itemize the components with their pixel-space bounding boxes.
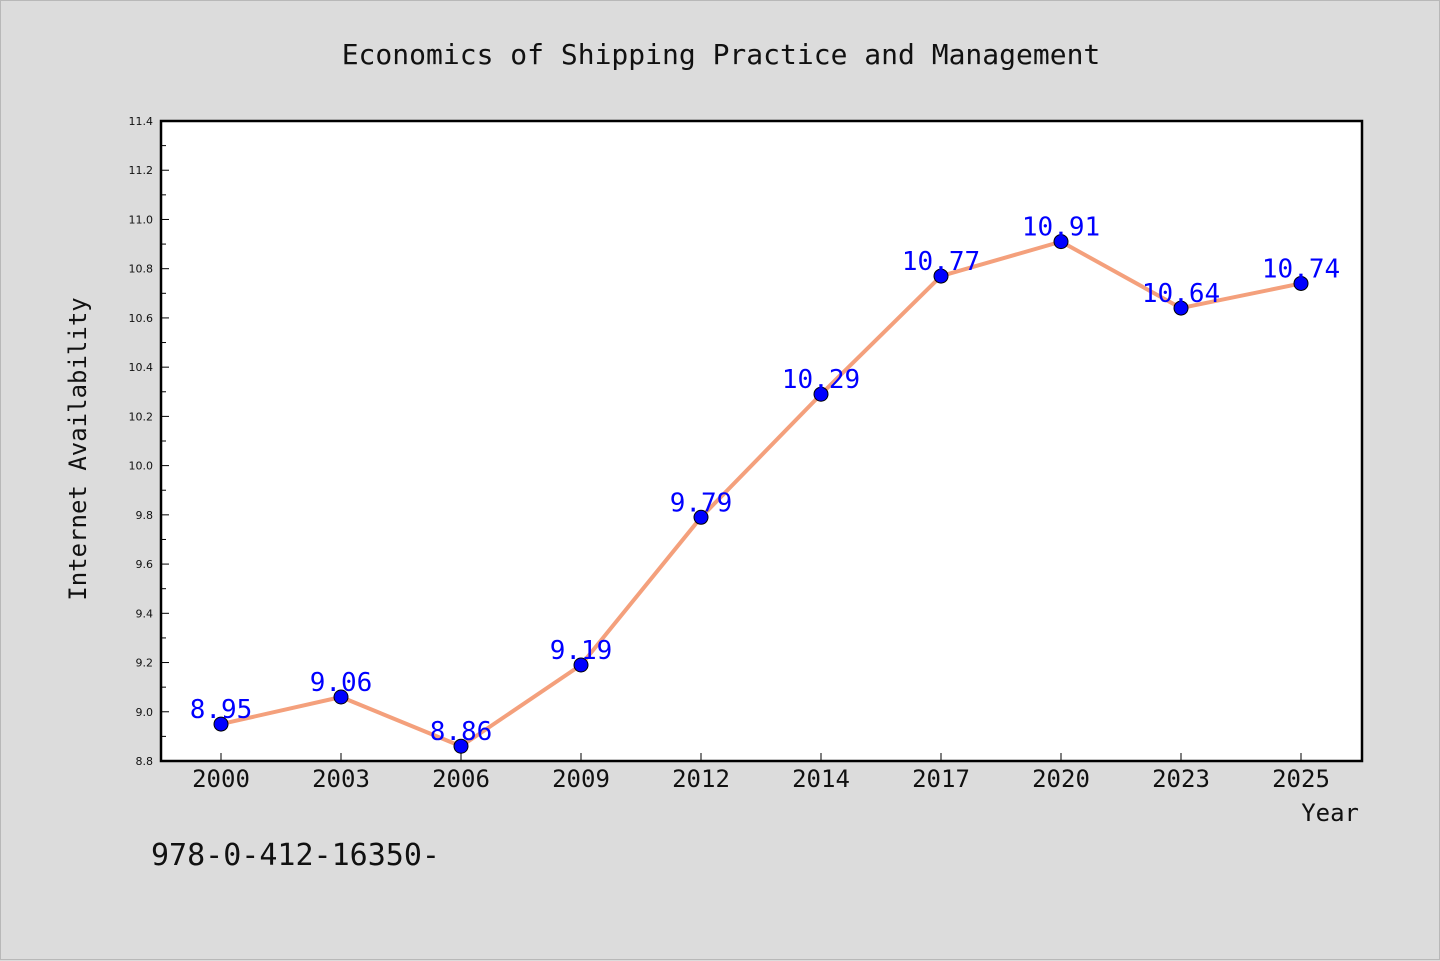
y-axis-label: Internet Availability: [64, 297, 92, 600]
y-tick-label: 10.4: [129, 361, 154, 374]
data-label: 8.95: [190, 695, 253, 725]
x-tick-label: 2023: [1152, 765, 1210, 793]
y-tick-label: 10.0: [129, 460, 154, 473]
x-axis-label: Year: [1301, 799, 1359, 827]
data-point: [1053, 234, 1069, 250]
data-label: 9.06: [310, 668, 373, 698]
y-tick-label: 9.8: [136, 509, 154, 522]
footer-text: 978-0-412-16350-: [151, 838, 440, 873]
x-tick-label: 2000: [192, 765, 250, 793]
data-point: [1293, 275, 1309, 291]
data-label: 10.64: [1142, 279, 1220, 309]
series-group: 8.95 9.06 8.86 9.19 9.79 10.29 10.77 10.91 10.64…: [190, 213, 1340, 754]
x-tick-label: 2009: [552, 765, 610, 793]
y-tick-label: 11.0: [129, 213, 154, 226]
data-point: [453, 738, 469, 754]
y-tick-label: 10.2: [129, 410, 154, 423]
y-tick-label: 11.2: [129, 164, 154, 177]
plot-area: [159, 119, 1364, 763]
y-tick-label: 10.6: [129, 312, 154, 325]
data-label: 10.29: [782, 365, 860, 395]
x-axis: 2000 2003 2006 2009 2012 2014 2017 2020 2023 2025: [192, 753, 1330, 793]
data-label: 8.86: [430, 717, 493, 747]
series-line: [219, 239, 1303, 749]
y-tick-label: 9.6: [136, 558, 154, 571]
x-tick-label: 2014: [792, 765, 850, 793]
x-tick-label: 2025: [1272, 765, 1330, 793]
x-tick-label: 2017: [912, 765, 970, 793]
data-label: 9.79: [670, 488, 733, 518]
y-tick-label: 9.2: [136, 657, 154, 670]
data-point: [813, 386, 829, 402]
x-tick-label: 2006: [432, 765, 490, 793]
data-point: [333, 689, 349, 705]
data-label: 9.19: [550, 636, 613, 666]
data-point: [933, 268, 949, 284]
y-axis: 8.8 9.0 9.2 9.4 9.6 9.8 10.0 10.2 10.4 10.6 10.8 11…: [129, 115, 169, 768]
x-tick-label: 2012: [672, 765, 730, 793]
data-point: [693, 509, 709, 525]
data-label: 10.77: [902, 247, 980, 277]
data-label: 10.74: [1262, 254, 1340, 284]
y-tick-label: 9.4: [136, 607, 154, 620]
x-tick-label: 2020: [1032, 765, 1090, 793]
y-tick-label: 8.8: [136, 755, 154, 768]
x-tick-label: 2003: [312, 765, 370, 793]
y-tick-label: 9.0: [136, 706, 154, 719]
y-tick-label: 11.4: [129, 115, 154, 128]
y-tick-label: 10.8: [129, 263, 154, 276]
data-label: 10.91: [1022, 213, 1100, 243]
data-point: [213, 716, 229, 732]
data-point: [1173, 300, 1189, 316]
chart-title: Economics of Shipping Practice and Manag…: [342, 38, 1101, 71]
data-point: [573, 657, 589, 673]
